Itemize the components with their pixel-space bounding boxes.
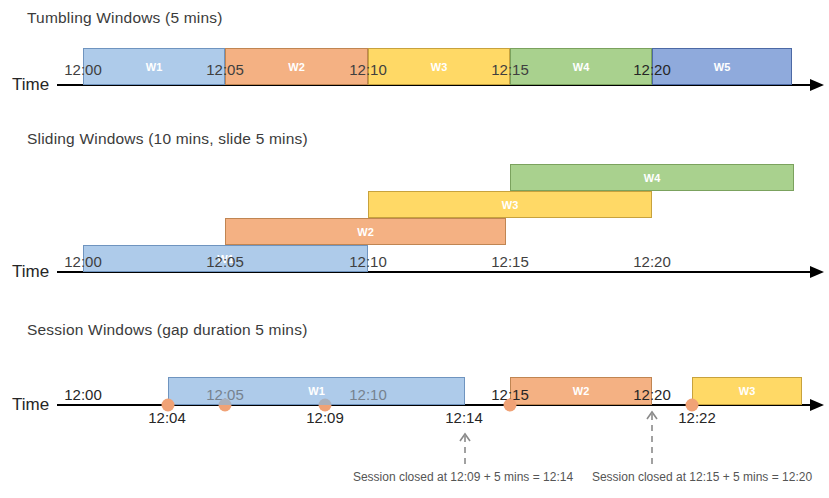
session-tick-1200: 12:00 bbox=[64, 386, 102, 403]
session-close-annotation-2: Session closed at 12:15 + 5 mins = 12:20 bbox=[592, 470, 812, 484]
sliding-window-w2: W2 bbox=[225, 218, 506, 245]
window-label: W3 bbox=[431, 61, 448, 73]
session-section-title: Session Windows (gap duration 5 mins) bbox=[27, 321, 308, 339]
sliding-window-w3: W3 bbox=[368, 191, 652, 218]
event-dot-1204 bbox=[162, 399, 175, 412]
session-axis-arrow-icon bbox=[810, 399, 824, 411]
tumbling-section-title: Tumbling Windows (5 mins) bbox=[27, 9, 223, 27]
event-dot-1222 bbox=[686, 399, 699, 412]
event-time-label-1204: 12:04 bbox=[148, 409, 186, 426]
window-label: W3 bbox=[502, 199, 519, 211]
event-dot-1215 bbox=[504, 399, 517, 412]
tumbling-tick-1200: 12:00 bbox=[64, 61, 102, 78]
tumbling-window-w3: W3 bbox=[368, 48, 510, 85]
session-close-annotation-1: Session closed at 12:09 + 5 mins = 12:14 bbox=[353, 470, 573, 484]
sliding-time-axis-label: Time bbox=[12, 262, 49, 282]
session-time-axis-label: Time bbox=[12, 395, 49, 415]
event-dot-1209 bbox=[319, 399, 332, 412]
event-time-label-1209: 12:09 bbox=[306, 409, 344, 426]
tumbling-tick-1215: 12:15 bbox=[491, 61, 529, 78]
window-label: W2 bbox=[357, 226, 374, 238]
window-label: W4 bbox=[573, 61, 590, 73]
tumbling-axis-arrow-icon bbox=[810, 79, 824, 91]
tumbling-window-w2: W2 bbox=[225, 48, 368, 85]
window-label: W1 bbox=[308, 385, 325, 397]
sliding-axis-arrow-icon bbox=[810, 266, 824, 278]
session-tick-1220: 12:20 bbox=[633, 386, 671, 403]
event-time-label-1222: 12:22 bbox=[678, 409, 716, 426]
sliding-tick-1215: 12:15 bbox=[491, 253, 529, 270]
window-label: W3 bbox=[739, 385, 756, 397]
sliding-tick-1200: 12:00 bbox=[64, 253, 102, 270]
window-label: W1 bbox=[146, 61, 163, 73]
window-label: W4 bbox=[644, 172, 661, 184]
sliding-tick-1210: 12:10 bbox=[349, 253, 387, 270]
session-window-w2: W2 bbox=[510, 377, 652, 405]
tumbling-window-w1: W1 bbox=[83, 48, 225, 85]
sliding-tick-1205: 12:05 bbox=[206, 253, 244, 270]
dashed-up-arrow-icon bbox=[458, 432, 472, 470]
tumbling-tick-1205: 12:05 bbox=[206, 61, 244, 78]
window-label: W2 bbox=[573, 385, 590, 397]
tumbling-window-w4: W4 bbox=[510, 48, 652, 85]
sliding-tick-1220: 12:20 bbox=[633, 253, 671, 270]
dashed-up-arrow-icon bbox=[645, 410, 659, 470]
session-tick-1210: 12:10 bbox=[349, 386, 387, 403]
session-window-w3: W3 bbox=[692, 377, 802, 405]
windowing-diagram: Tumbling Windows (5 mins) Time W1 W2 W3 … bbox=[0, 0, 829, 498]
window-label: W2 bbox=[288, 61, 305, 73]
tumbling-tick-1210: 12:10 bbox=[349, 61, 387, 78]
tumbling-tick-1220: 12:20 bbox=[633, 61, 671, 78]
tumbling-time-axis-label: Time bbox=[12, 75, 49, 95]
event-dot-1205 bbox=[219, 399, 232, 412]
event-time-label-1214: 12:14 bbox=[445, 409, 483, 426]
sliding-section-title: Sliding Windows (10 mins, slide 5 mins) bbox=[27, 130, 308, 148]
tumbling-window-w5: W5 bbox=[652, 48, 792, 85]
sliding-window-w4: W4 bbox=[510, 164, 794, 191]
window-label: W5 bbox=[714, 61, 731, 73]
